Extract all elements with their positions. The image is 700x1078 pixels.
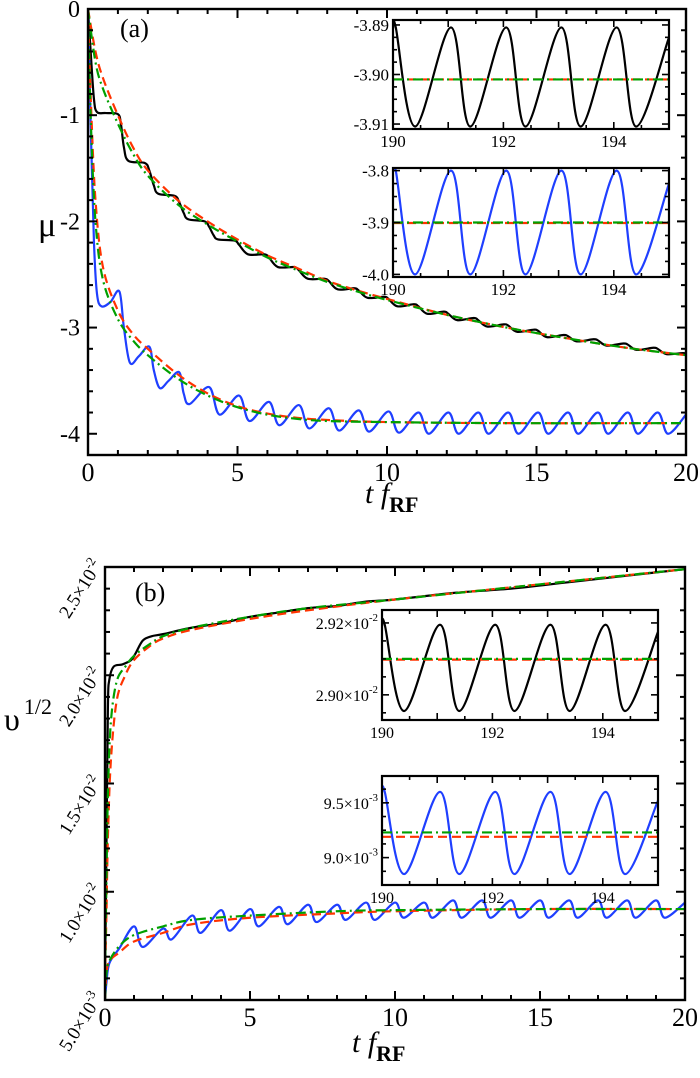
y-axis-label: υ 1/2 [4, 694, 52, 737]
x-tick-label: 10 [382, 1003, 408, 1032]
x-tick-label: 190 [370, 725, 394, 742]
series-line-solid-0 [382, 617, 658, 713]
y-tick-label: 2.92×10-2 [316, 612, 378, 633]
y-tick-label: -3.89 [354, 16, 389, 35]
y-axis-label-main: μ [38, 207, 56, 244]
axes-frame [380, 774, 660, 887]
x-tick-label: 194 [601, 280, 627, 299]
series-group [382, 617, 658, 713]
x-tick-label: 20 [673, 458, 699, 487]
x-tick-label: 5 [244, 1003, 257, 1032]
y-tick-label: 0 [68, 0, 80, 23]
y-tick-label: -3.8 [362, 162, 389, 181]
series-line-dashed-4 [105, 907, 685, 1000]
axes-frame [391, 18, 671, 131]
axes-frame [103, 565, 687, 1002]
y-axis-label-main: υ [4, 701, 20, 737]
y-tick-label: -3.9 [362, 214, 389, 233]
tick-mantissa: 9.5×10 [324, 796, 369, 813]
x-tick-label: 5 [231, 458, 244, 487]
tick-mantissa: 5.0×10 [55, 999, 101, 1055]
tick-mantissa: 9.0×10 [324, 851, 369, 868]
x-tick-label: 15 [527, 1003, 553, 1032]
axes-frame [380, 608, 660, 722]
x-tick-label: 194 [601, 132, 627, 151]
tick-mantissa: 1.0×10 [55, 890, 101, 946]
series-line-solid-1 [88, 9, 686, 435]
tick-mantissa: 2.0×10 [55, 674, 101, 730]
series-line-dashdot-5 [88, 9, 686, 425]
x-tick-label: 192 [480, 890, 504, 907]
x-axis-label: t fRF [352, 1026, 406, 1066]
x-tick-label: 192 [491, 132, 517, 151]
tick-exponent: -2 [369, 612, 378, 624]
y-tick-label: -1 [60, 103, 80, 129]
series-group [393, 168, 669, 276]
y-tick-label: 2.90×10-2 [316, 684, 378, 705]
series-group [382, 785, 658, 876]
tick-mantissa: 2.5×10 [55, 566, 101, 622]
x-tick-label: 10 [374, 458, 400, 487]
series-group [393, 20, 669, 128]
tick-mantissa: 2.92×10 [316, 616, 369, 633]
x-axis-label-main: t f [352, 1026, 380, 1059]
x-tick-label: 194 [591, 890, 615, 907]
y-tick-label: 9.0×10-3 [324, 847, 379, 868]
tick-mantissa: 2.90×10 [316, 688, 369, 705]
x-axis-label-subscript: RF [389, 492, 418, 517]
x-tick-label: 192 [491, 280, 517, 299]
series-line-solid-0 [382, 785, 658, 876]
x-tick-label: 190 [370, 890, 394, 907]
x-tick-label: 190 [380, 132, 406, 151]
y-tick-label: -3 [60, 316, 80, 342]
x-tick-label: 15 [524, 458, 550, 487]
y-tick-label: 2.5×10-2 [52, 554, 107, 622]
tick-exponent: -3 [369, 847, 379, 859]
axes-frame [86, 7, 688, 457]
x-tick-label: 192 [480, 725, 504, 742]
inset-a-top: 190 192 194 -3.89 -3.90 -3.91 [354, 16, 671, 151]
series-line-solid-1 [105, 899, 685, 1000]
y-axis-label: μ [38, 207, 56, 244]
panel-label: (a) [120, 14, 149, 43]
y-tick-label: -2 [60, 209, 80, 235]
series-line-solid-0 [88, 9, 686, 356]
x-tick-label: 0 [82, 458, 95, 487]
axes-frame [391, 166, 671, 279]
y-tick-label: -3.91 [354, 115, 389, 134]
y-tick-label: 2.0×10-2 [52, 663, 107, 731]
plot-area [393, 20, 669, 129]
y-tick-label: 1.5×10-2 [52, 771, 107, 839]
inset-a-bottom: 190 192 194 -3.8 -3.9 -4.0 [362, 162, 671, 299]
tick-exponent: -2 [369, 684, 378, 696]
y-tick-label: 1.0×10-2 [52, 879, 107, 947]
y-tick-label: -4.0 [362, 265, 389, 284]
x-tick-label: 20 [672, 1003, 698, 1032]
y-axis-label-superscript: 1/2 [24, 694, 52, 719]
x-axis-label-subscript: RF [376, 1041, 405, 1066]
x-tick-label: 0 [99, 1003, 112, 1032]
series-line-dashdot-3 [88, 9, 686, 357]
x-tick-label: 190 [380, 280, 406, 299]
tick-exponent: -3 [369, 792, 379, 804]
y-tick-label: -4 [60, 422, 80, 448]
tick-mantissa: 1.5×10 [55, 782, 101, 838]
series-line-solid-0 [393, 20, 669, 128]
x-tick-label: 194 [591, 725, 615, 742]
series-line-solid-0 [393, 168, 669, 276]
x-axis-label-main: t f [365, 477, 393, 510]
y-tick-label: 9.5×10-3 [324, 792, 379, 813]
panel-label: (b) [135, 578, 165, 607]
series-group [88, 9, 686, 435]
y-tick-label: -3.90 [354, 66, 389, 85]
x-axis-label: t fRF [365, 477, 419, 517]
